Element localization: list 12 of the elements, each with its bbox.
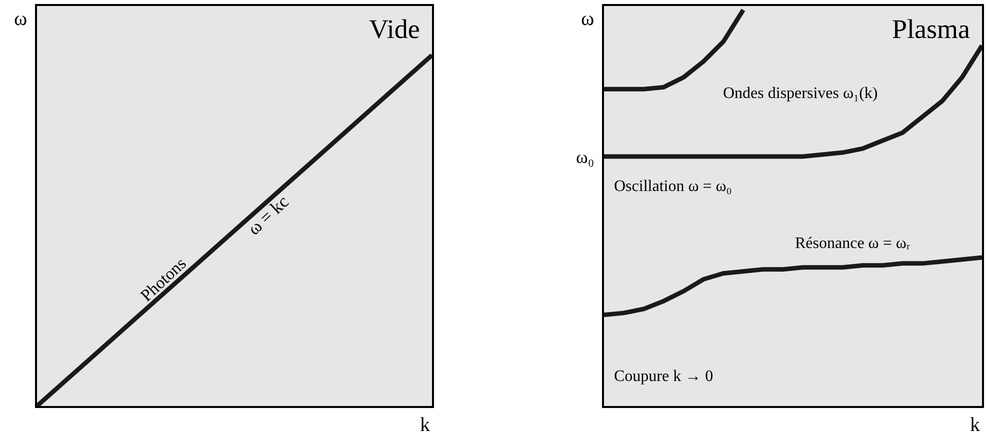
chart-title: Vide — [369, 14, 420, 44]
x-axis-title: k — [970, 414, 980, 436]
series-label: Résonance ω = ωᵣ — [795, 235, 910, 252]
annotation: ω = kc — [244, 191, 292, 239]
series-label: Oscillation ω = ω₀ — [614, 178, 732, 195]
y-axis-title: ω — [581, 8, 594, 30]
x-axis-title: k — [420, 414, 430, 436]
y-axis-title: ω — [14, 8, 28, 30]
chart-title: Plasma — [892, 14, 970, 44]
annotation: Coupure k → 0 — [614, 368, 714, 385]
series-label: Ondes dispersives ω₁(k) — [723, 85, 878, 102]
text: ω₀ — [576, 147, 594, 167]
